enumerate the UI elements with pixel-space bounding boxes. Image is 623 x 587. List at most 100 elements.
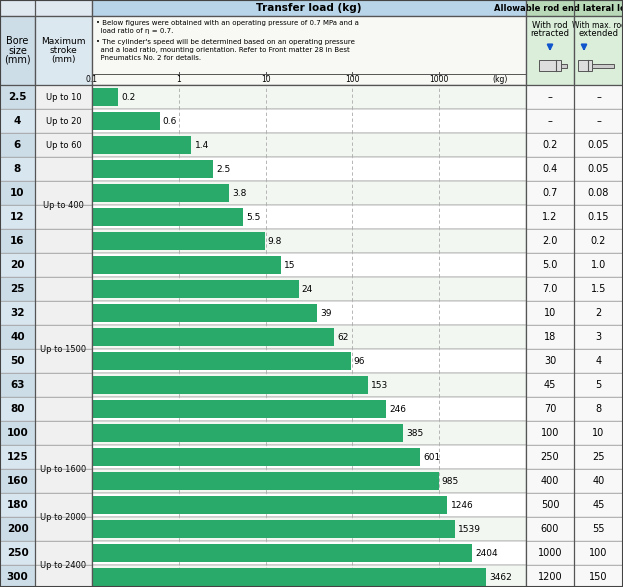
Bar [574,517,623,541]
Text: 3.8: 3.8 [232,188,247,197]
Bar [0,85,35,109]
Text: 0.6: 0.6 [163,116,177,126]
Bar [574,373,623,397]
Bar [574,565,623,587]
Bar [92,208,243,226]
Bar [92,157,526,181]
Bar [35,325,92,349]
Text: 63: 63 [10,380,25,390]
Text: 2.5: 2.5 [8,92,27,102]
Bar [0,277,35,301]
Bar [92,541,526,565]
Text: 18: 18 [544,332,556,342]
Bar [35,157,92,181]
Bar [526,301,574,325]
Text: 100: 100 [345,76,359,85]
Bar [35,301,92,325]
Bar [92,565,526,587]
Text: Up to 20: Up to 20 [45,116,82,126]
Text: 160: 160 [7,476,29,486]
Text: extended: extended [579,29,619,39]
Text: 125: 125 [7,452,29,462]
Text: (mm): (mm) [4,55,31,65]
Bar [35,349,92,373]
Bar [92,277,526,301]
Text: stroke: stroke [50,46,77,55]
Text: 40: 40 [592,476,605,486]
Text: Up to 1600: Up to 1600 [40,464,87,474]
Bar [92,181,526,205]
Text: Up to 10: Up to 10 [45,93,82,102]
Bar [574,277,623,301]
Bar [0,205,35,229]
Bar [92,373,526,397]
Bar [92,376,368,394]
Text: 100: 100 [541,428,559,438]
Bar [574,133,623,157]
Text: 601: 601 [423,453,440,461]
Text: 25: 25 [592,452,605,462]
Bar [35,397,92,421]
Bar [526,85,574,109]
Text: Up to 2400: Up to 2400 [40,561,87,569]
Text: 600: 600 [541,524,559,534]
Text: Up to 60: Up to 60 [45,140,82,150]
Bar [0,445,35,469]
Text: 153: 153 [371,380,389,390]
Bar [526,517,574,541]
Text: 1246: 1246 [450,501,473,510]
Bar [92,301,526,325]
Text: –: – [596,92,601,102]
Bar [92,472,439,490]
Bar [92,445,526,469]
Text: 0.4: 0.4 [543,164,558,174]
Bar [35,277,92,301]
Bar [35,517,92,541]
Text: 1000: 1000 [429,76,449,85]
Text: 24: 24 [302,285,313,294]
Text: 80: 80 [10,404,25,414]
Bar [574,109,623,133]
Bar [92,256,281,274]
Text: 0.15: 0.15 [587,212,609,222]
Bar [0,0,92,16]
Bar [526,133,574,157]
Text: 45: 45 [592,500,605,510]
Bar [526,157,574,181]
Text: 45: 45 [544,380,556,390]
Text: 10: 10 [592,428,605,438]
Text: 6: 6 [14,140,21,150]
Bar [92,229,526,253]
Text: Maximum: Maximum [41,37,86,46]
Text: 25: 25 [10,284,25,294]
Text: 0.7: 0.7 [542,188,558,198]
Text: 9.8: 9.8 [268,237,282,245]
Bar [574,205,623,229]
Bar [92,88,118,106]
Text: 10: 10 [10,188,25,198]
Bar [0,109,35,133]
Bar [35,133,92,157]
Bar [35,493,92,517]
Bar [35,85,92,109]
Bar [92,349,526,373]
Bar [578,60,592,71]
Bar [592,63,614,68]
Text: –: – [596,116,601,126]
Bar [526,541,574,565]
Bar [92,421,526,445]
Text: 2: 2 [596,308,602,318]
Bar [574,253,623,277]
Text: 985: 985 [442,477,459,485]
Text: Transfer load (kg): Transfer load (kg) [256,3,362,13]
Bar [561,63,567,68]
Bar [526,16,574,85]
Bar [0,373,35,397]
Text: 2404: 2404 [475,548,498,558]
Bar [526,109,574,133]
Text: 55: 55 [592,524,605,534]
Bar [92,85,526,109]
Bar [526,229,574,253]
Text: 8: 8 [14,164,21,174]
Text: 3: 3 [596,332,602,342]
